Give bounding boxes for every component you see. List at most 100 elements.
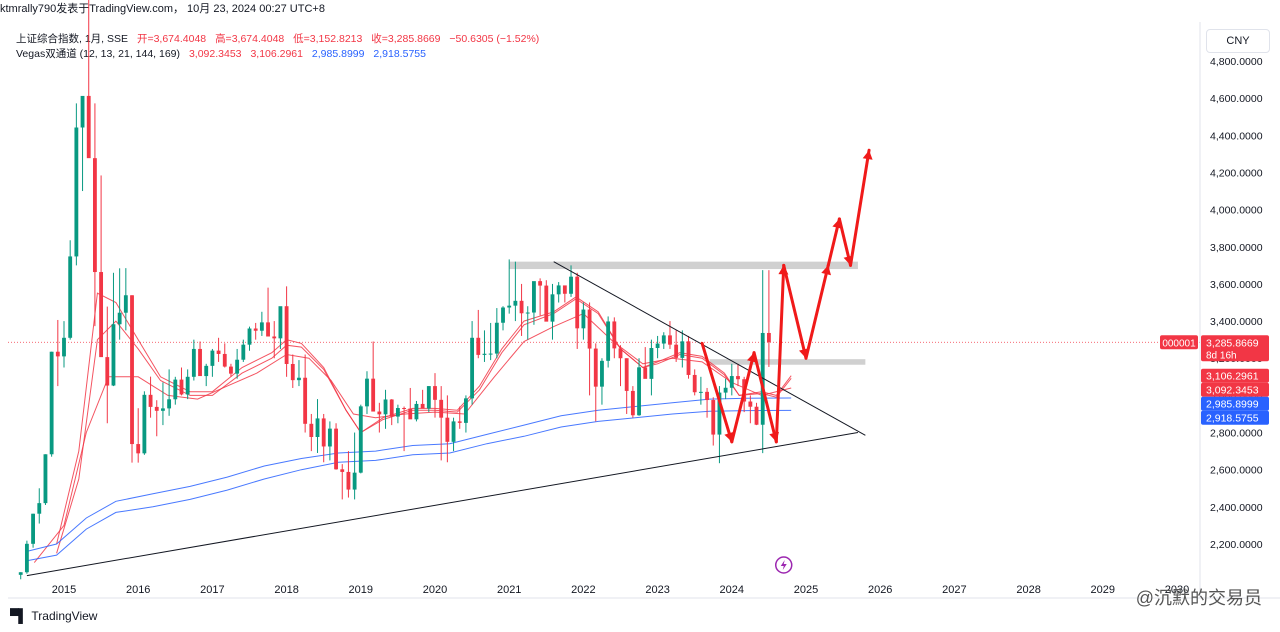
candle-body [550, 294, 555, 322]
forecast-arrow-head [862, 150, 873, 160]
candle-body [488, 353, 493, 355]
candle-body [204, 365, 209, 377]
candle-body [278, 306, 283, 339]
candle-body [55, 351, 60, 357]
support-zone [709, 359, 866, 365]
axes: 4,800.0000 4,600.0000 4,400.0000 4,200.0000… [8, 22, 1280, 599]
candle-body [408, 408, 413, 420]
candle-body [389, 399, 394, 417]
candle-body [637, 367, 641, 416]
candle-body [575, 276, 580, 329]
candle-body [606, 321, 611, 361]
candle-body [371, 378, 376, 412]
candle-body [680, 341, 685, 358]
candle-body [630, 390, 635, 416]
tradingview-logo[interactable]: ▀▌ TradingView [10, 608, 97, 623]
axis-price-label [1201, 410, 1269, 425]
upper-trendline [553, 261, 866, 436]
y-tick-label: 2,600.0000 [1210, 465, 1263, 477]
candle-body [562, 285, 567, 294]
candle-body [525, 312, 530, 314]
candle-body [754, 406, 759, 425]
ma-line-ema12 [56, 292, 792, 545]
forecast-arrow-segment [730, 351, 756, 444]
candle-body [123, 295, 128, 313]
forecast-arrow-head [821, 265, 831, 276]
candle-body [92, 158, 97, 273]
candle-body [587, 309, 592, 349]
candle-body [513, 300, 518, 306]
candle-body [142, 394, 147, 454]
symbol-name: 上证综合指数, 1月, SSE [16, 33, 129, 45]
ma-line-ema169 [26, 409, 792, 562]
candle-body [241, 344, 246, 360]
axis-price-text: 2,985.8999 [1206, 399, 1259, 411]
candle-body [24, 543, 29, 573]
candle-body [729, 376, 734, 388]
candle-body [383, 399, 388, 415]
candle-body [661, 335, 666, 344]
candle-body [414, 403, 419, 420]
candle-body [494, 322, 499, 354]
candle-body [185, 376, 190, 395]
candle-body [191, 348, 196, 377]
symbol-tag-bg [1160, 335, 1198, 350]
axis-price-label [1201, 396, 1269, 411]
currency-selector[interactable]: CNY [1206, 29, 1270, 53]
x-tick-label: 2029 [1091, 584, 1115, 596]
candle-body [538, 281, 543, 286]
candle-body [705, 391, 709, 401]
axis-price-text: 3,106.2961 [1206, 371, 1259, 383]
candle-body [309, 423, 314, 437]
author-watermark: @沉默的交易员 [1135, 588, 1262, 608]
candle-body [259, 322, 264, 331]
candle-body [272, 336, 277, 339]
candle-body [445, 417, 450, 442]
y-tick-label: 4,600.0000 [1210, 93, 1263, 105]
candle-body [556, 285, 561, 295]
x-tick-label: 2024 [720, 584, 744, 596]
candle-body [161, 408, 165, 411]
candle-body [668, 335, 672, 345]
symbol-legend[interactable]: 上证综合指数, 1月, SSE 开=3,674.4048 高=3,674.404… [16, 31, 545, 46]
candle-body [395, 408, 400, 417]
drawing-zones [8, 261, 1200, 365]
candle-body [154, 406, 159, 411]
candle-body [593, 348, 598, 387]
candle-body [334, 428, 338, 470]
candle-body [266, 322, 270, 337]
tv-logo-icon: ▀▌ [10, 608, 27, 623]
candle-body [377, 411, 382, 415]
x-tick-label: 2016 [126, 584, 150, 596]
candle-body [612, 321, 617, 349]
axis-price-text: 3,092.3453 [1206, 385, 1259, 397]
candle-body [253, 328, 258, 331]
lower-trendline [26, 432, 859, 577]
candle-body [723, 387, 728, 393]
x-tick-label: 2015 [52, 584, 76, 596]
candle-body [18, 572, 23, 575]
indicator-legend[interactable]: Vegas双通道 (12, 13, 21, 144, 169) 3,092.34… [16, 46, 432, 61]
axis-price-label [1201, 382, 1269, 397]
candle-body [463, 398, 468, 423]
open-value: 开=3,674.4048 [136, 33, 207, 45]
indicator-value-3: 2,985.8999 [311, 48, 365, 60]
y-tick-label: 4,400.0000 [1210, 130, 1263, 142]
forecast-arrow-segment [700, 341, 734, 444]
candles [18, 0, 771, 580]
candle-body [327, 428, 332, 447]
ma-line-ema144 [26, 397, 792, 552]
candle-body [315, 418, 320, 437]
candle-body [711, 400, 716, 435]
candle-body [439, 399, 444, 418]
candle-body [476, 337, 481, 355]
y-tick-label: 2,400.0000 [1210, 502, 1263, 514]
candle-body [43, 454, 48, 504]
drawing-lines [26, 148, 873, 577]
indicator-value-4: 2,918.5755 [373, 48, 426, 60]
candle-body [736, 376, 740, 380]
candle-body [148, 394, 153, 407]
candle-body [766, 332, 771, 343]
